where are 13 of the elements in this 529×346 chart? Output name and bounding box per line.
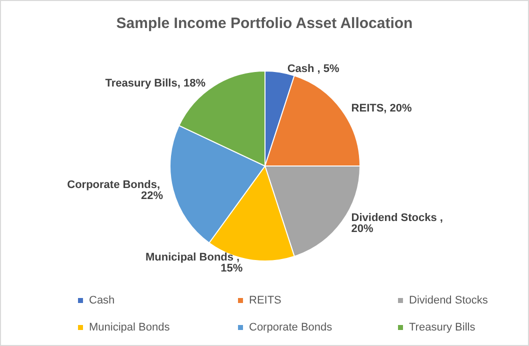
legend-label: REITS [249, 294, 282, 306]
legend-label: Corporate Bonds [249, 322, 333, 334]
data-label: Corporate Bonds, 22% [67, 178, 164, 202]
data-label: Municipal Bonds , 15% [146, 251, 243, 274]
data-label: Dividend Stocks , 20% [351, 212, 446, 236]
legend-label: Cash [89, 294, 115, 306]
chart-title: Sample Income Portfolio Asset Allocation [116, 15, 413, 32]
data-label: Cash , 5% [287, 63, 340, 76]
legend-label: Municipal Bonds [89, 322, 170, 334]
data-label: REITS, 20% [351, 102, 412, 114]
data-label: Treasury Bills, 18% [105, 77, 206, 90]
legend-label: Treasury Bills [409, 322, 476, 334]
legend-label: Dividend Stocks [409, 294, 488, 306]
